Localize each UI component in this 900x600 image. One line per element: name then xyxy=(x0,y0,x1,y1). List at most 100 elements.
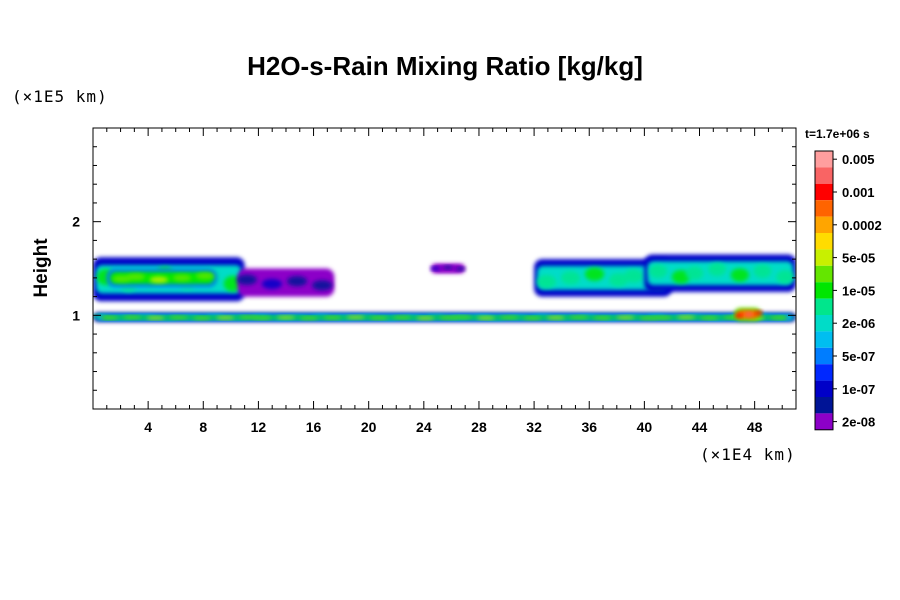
data-field xyxy=(93,254,796,322)
field-region-blob xyxy=(560,271,581,285)
colorbar-swatch xyxy=(815,331,833,348)
field-region-blob xyxy=(592,316,612,320)
field-region-blob xyxy=(536,274,557,289)
colorbar-label: 1e-05 xyxy=(842,283,875,298)
field-region-blob xyxy=(699,316,719,320)
field-region-blob xyxy=(569,315,589,319)
x-tick-label: 24 xyxy=(416,419,432,435)
field-region-blob xyxy=(195,272,215,280)
field-region-blob xyxy=(653,316,673,320)
field-region-upper-band-center xyxy=(430,263,466,274)
colorbar-label: 2e-08 xyxy=(842,415,875,430)
field-region-blob xyxy=(734,313,743,319)
field-region-blob xyxy=(392,315,412,319)
x-tick-label: 36 xyxy=(581,419,597,435)
field-region-blob xyxy=(172,274,192,282)
colorbar-swatch xyxy=(815,151,833,168)
field-region-blob xyxy=(439,316,458,320)
colorbar-swatch xyxy=(815,200,833,217)
field-region-blob xyxy=(708,262,727,277)
field-region-blob xyxy=(523,316,542,320)
field-region-blob xyxy=(755,310,763,316)
field-region-blob xyxy=(126,273,146,281)
field-region-blob xyxy=(169,315,189,319)
field-region-blob xyxy=(99,316,119,320)
field-region-lower-layer-peak xyxy=(733,307,763,321)
colorbar-swatch xyxy=(815,397,833,414)
colorbar-label: 0.001 xyxy=(842,185,875,200)
field-region-blob xyxy=(584,267,605,281)
x-tick-label: 48 xyxy=(747,419,763,435)
field-region-blob xyxy=(236,274,257,285)
field-region-blob xyxy=(455,267,466,271)
colorbar-label: 1e-07 xyxy=(842,382,875,397)
field-region-blob xyxy=(286,276,308,287)
x-tick-label: 12 xyxy=(251,419,267,435)
x-tick-label: 40 xyxy=(637,419,653,435)
y-axis-label: Height xyxy=(31,238,52,298)
y-unit-label: (×1E5 km) xyxy=(12,87,108,106)
colorbar-swatch xyxy=(815,347,833,365)
field-region-blob xyxy=(276,315,296,319)
colorbar-label: 5e-05 xyxy=(842,251,875,266)
colorbar-label: 0.005 xyxy=(842,152,875,167)
x-tick-label: 16 xyxy=(306,419,322,435)
field-region-blob xyxy=(299,316,319,320)
field-region-blob xyxy=(753,264,772,279)
colorbar-swatch xyxy=(815,413,833,430)
field-region-blob xyxy=(215,316,235,320)
field-region-blob xyxy=(744,312,753,317)
field-region-blob xyxy=(608,272,629,287)
colorbar-swatch xyxy=(815,364,833,381)
field-region-blob xyxy=(149,276,169,284)
colorbar-swatch xyxy=(815,183,833,201)
field-region-blob xyxy=(430,266,441,271)
x-tick-label: 44 xyxy=(692,419,708,435)
colorbar-swatch xyxy=(815,298,833,315)
field-region-blob xyxy=(671,270,690,284)
field-region-blob xyxy=(261,278,283,290)
plot-frame xyxy=(92,127,797,410)
y-tick-label: 1 xyxy=(72,307,80,323)
field-region-upper-band-mid xyxy=(236,268,335,297)
field-region-upper-band-far-right xyxy=(644,254,796,292)
field-region-blob xyxy=(346,315,365,319)
field-region-blob xyxy=(639,316,658,320)
y-tick-label: 2 xyxy=(72,214,80,230)
field-region-blob xyxy=(322,316,342,320)
colorbar-swatch xyxy=(815,315,833,332)
colorbar-swatch xyxy=(815,233,833,250)
x-tick-label: 4 xyxy=(144,419,152,435)
field-region-blob xyxy=(730,268,749,282)
field-region-blob xyxy=(776,270,795,284)
time-label: t=1.7e+06 s xyxy=(805,127,870,141)
colorbar-swatch xyxy=(815,265,833,283)
field-region-blob xyxy=(415,316,435,320)
field-region-upper-band-left-core xyxy=(106,268,218,288)
field-region-blob xyxy=(649,264,668,279)
x-tick-label: 8 xyxy=(199,419,207,435)
field-region-blob xyxy=(239,315,258,319)
colorbar-swatch xyxy=(815,249,833,266)
colorbar-swatch xyxy=(815,380,833,397)
colorbar-label: 2e-06 xyxy=(842,316,875,331)
field-region-blob xyxy=(676,315,696,319)
field-region-blob xyxy=(769,316,789,320)
field-region-blob xyxy=(312,280,333,291)
field-region-blob xyxy=(112,275,132,283)
colorbar: 0.005 0.001 0.0002 5e-05 1e-05 2e-06 5e-07 1e-0… xyxy=(814,150,882,431)
field-region-blob xyxy=(616,315,635,319)
field-region-blob xyxy=(499,315,519,319)
field-region-blob xyxy=(192,316,212,320)
field-region-lower-layer-core xyxy=(99,315,790,321)
field-region-blob xyxy=(146,316,165,320)
x-unit-label: (×1E4 km) xyxy=(700,445,796,464)
x-axis: 4 8 12 16 20 24 28 32 36 40 44 48 xyxy=(106,128,783,435)
colorbar-swatch xyxy=(815,216,833,233)
field-region-blob xyxy=(369,316,389,320)
field-region-body xyxy=(240,273,332,292)
field-region-upper-band-right xyxy=(534,259,672,297)
colorbar-swatch xyxy=(815,167,833,184)
field-region-blob xyxy=(443,265,453,270)
field-region-blob xyxy=(453,315,473,319)
